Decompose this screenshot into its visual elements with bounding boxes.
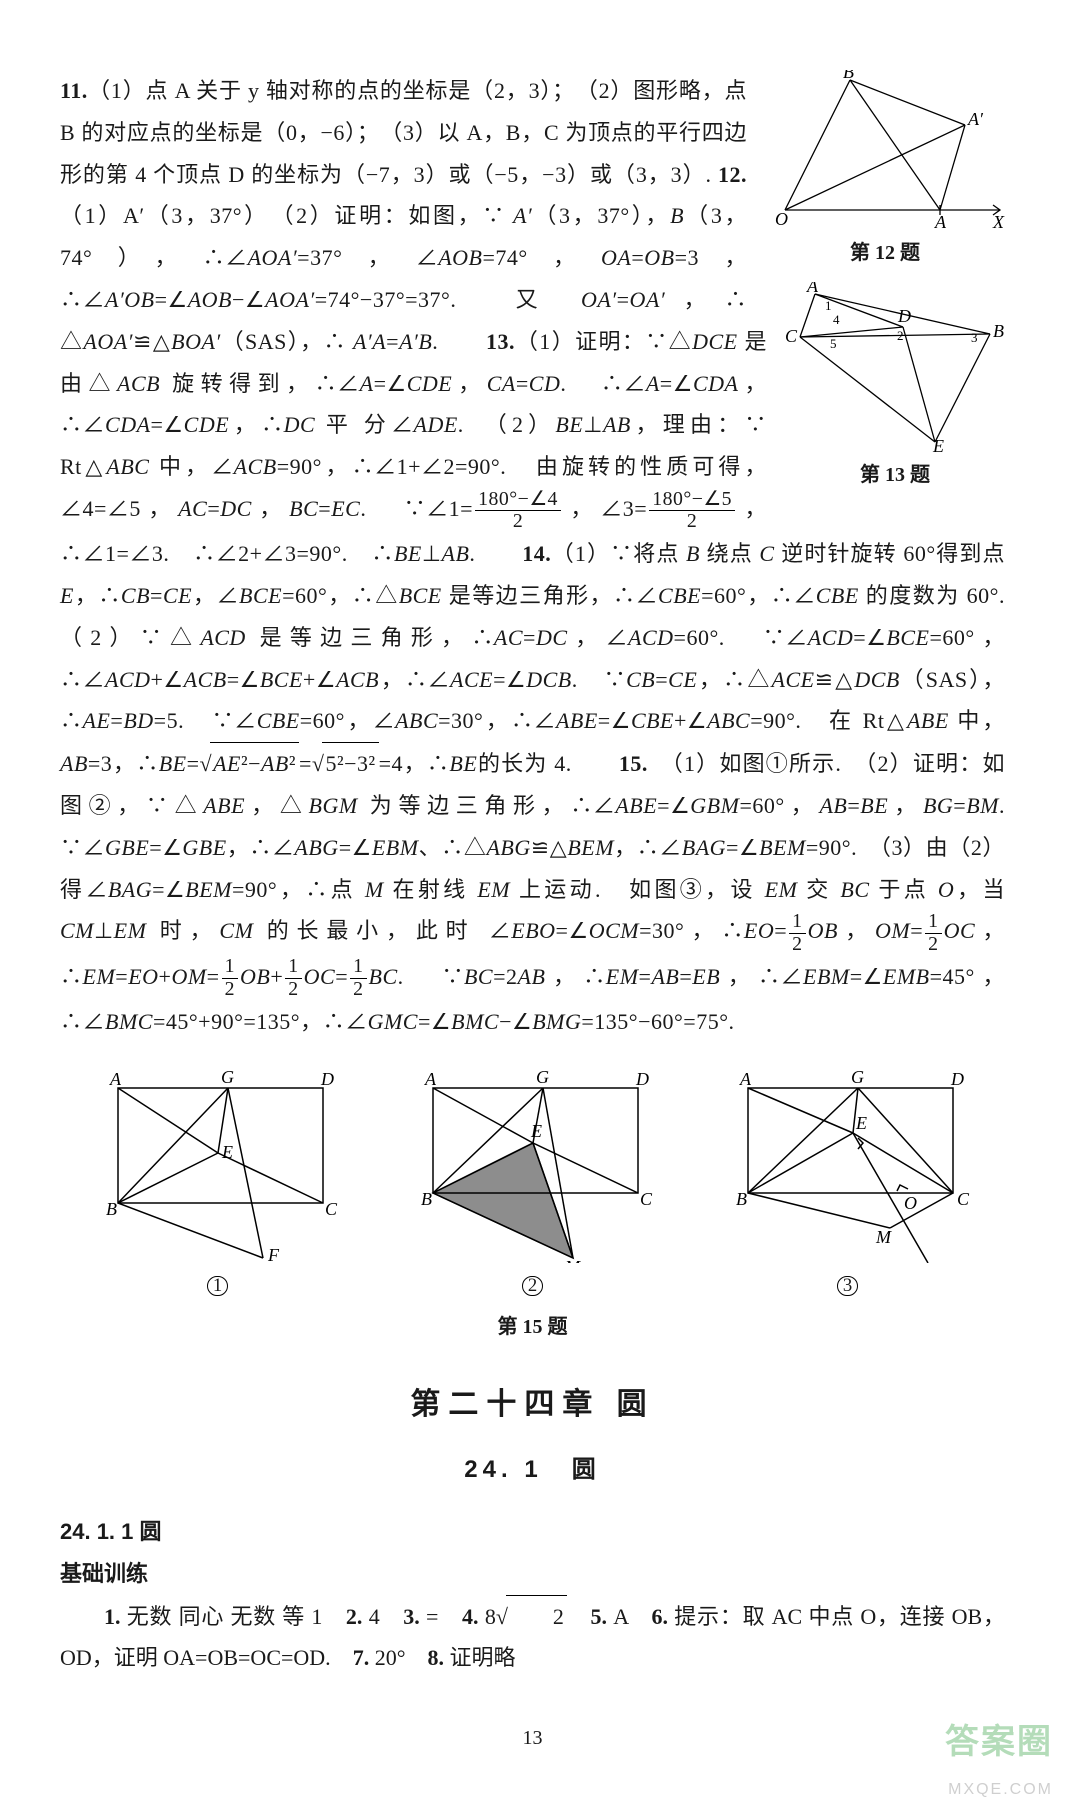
- figure-12: O A A′ B X 第 12 题: [765, 70, 1005, 272]
- a7: 20°: [375, 1645, 406, 1670]
- svg-text:D: D: [897, 306, 911, 326]
- a4: 8√2: [485, 1604, 567, 1629]
- svg-text:1: 1: [825, 298, 832, 313]
- subsection: 24. 1. 1 圆: [60, 1511, 1005, 1553]
- section-num: 24. 1: [464, 1456, 542, 1483]
- basic-answers: 1. 无数 同心 无数 等 1 2. 4 3. = 4. 8√2 5. A 6.…: [60, 1595, 1005, 1680]
- a2n: 2.: [346, 1604, 363, 1629]
- p11-1: （1）点 A 关于 y 轴对称的点的坐标是（2，3）；: [88, 78, 564, 103]
- svg-text:O: O: [904, 1193, 917, 1213]
- figure-12-svg: O A A′ B X: [765, 70, 1005, 230]
- a1n: 1.: [104, 1604, 121, 1629]
- fig15-sub1: 1: [88, 1263, 348, 1305]
- section-name: 圆: [572, 1456, 601, 1483]
- section-title: 24. 1 圆: [60, 1447, 1005, 1493]
- figure-13: A C D B E 1 4 2 5 3 第 13 题: [785, 282, 1005, 494]
- figure-15-3: A D B C G E MO 3: [718, 1063, 978, 1305]
- svg-text:A: A: [739, 1069, 752, 1089]
- svg-text:2: 2: [897, 328, 904, 343]
- page-number: 13: [60, 1719, 1005, 1757]
- svg-text:B: B: [843, 70, 854, 82]
- svg-text:C: C: [325, 1199, 338, 1219]
- p11-num: 11.: [60, 78, 88, 103]
- svg-text:C: C: [785, 326, 798, 346]
- figure-13-caption: 第 13 题: [785, 456, 1005, 494]
- a8: 证明略: [450, 1645, 516, 1670]
- svg-text:3: 3: [971, 330, 978, 345]
- svg-text:A: A: [806, 282, 819, 296]
- p15-3: （3）由（2）得∠BAG=∠BEM=90°，∴点 M 在射线 EM 上运动. 如…: [60, 835, 1005, 1034]
- svg-text:A: A: [109, 1069, 122, 1089]
- figure-12-caption: 第 12 题: [765, 234, 1005, 272]
- figure-13-svg: A C D B E 1 4 2 5 3: [785, 282, 1005, 452]
- p15-num: 15.: [619, 751, 648, 776]
- svg-text:B: B: [421, 1189, 432, 1209]
- a3: =: [426, 1604, 438, 1629]
- svg-text:4: 4: [833, 312, 840, 327]
- svg-text:5: 5: [830, 336, 837, 351]
- figure-15-2: A D B C G E M 2: [403, 1063, 663, 1305]
- svg-text:E: E: [855, 1113, 867, 1133]
- p12-1: （1）A′（3，37°）: [60, 203, 258, 228]
- svg-text:F: F: [267, 1245, 280, 1263]
- svg-text:E: E: [530, 1121, 542, 1141]
- svg-text:C: C: [640, 1189, 653, 1209]
- svg-text:B: B: [736, 1189, 747, 1209]
- block-title: 基础训练: [60, 1553, 1005, 1595]
- svg-text:G: G: [536, 1067, 549, 1087]
- a5: A: [613, 1604, 628, 1629]
- a7n: 7.: [353, 1645, 370, 1670]
- a4n: 4.: [462, 1604, 479, 1629]
- svg-text:B: B: [106, 1199, 117, 1219]
- fig15-sub2: 2: [403, 1263, 663, 1305]
- a5n: 5.: [590, 1604, 607, 1629]
- svg-text:E: E: [221, 1142, 233, 1162]
- svg-text:M: M: [875, 1227, 892, 1247]
- figure-15-row: A D B C G E F 1 A D B C: [60, 1063, 1005, 1305]
- watermark-line2: MXQE.COM: [945, 1775, 1053, 1805]
- watermark: 答案圈 MXQE.COM: [945, 1710, 1053, 1805]
- svg-text:M: M: [564, 1257, 581, 1263]
- a2: 4: [369, 1604, 380, 1629]
- svg-text:D: D: [635, 1069, 649, 1089]
- svg-text:C: C: [957, 1189, 970, 1209]
- chapter-title: 第二十四章 圆: [60, 1376, 1005, 1433]
- svg-text:A: A: [424, 1069, 437, 1089]
- svg-text:O: O: [775, 209, 788, 229]
- svg-text:A′: A′: [967, 109, 984, 129]
- svg-text:G: G: [851, 1067, 864, 1087]
- p15-1: （1）如图①所示.: [672, 751, 842, 776]
- svg-text:A: A: [934, 212, 947, 230]
- a8n: 8.: [428, 1645, 445, 1670]
- p13-num: 13.: [486, 329, 515, 354]
- figure-15-1: A D B C G E F 1: [88, 1063, 348, 1305]
- svg-text:B: B: [993, 321, 1004, 341]
- svg-text:D: D: [320, 1069, 334, 1089]
- a3n: 3.: [403, 1604, 420, 1629]
- svg-text:E: E: [932, 436, 944, 452]
- fig15-sub3: 3: [718, 1263, 978, 1305]
- a1: 无数 同心 无数 等 1: [127, 1604, 323, 1629]
- svg-text:D: D: [950, 1069, 964, 1089]
- a6n: 6.: [651, 1604, 668, 1629]
- p14-num: 14.: [522, 541, 551, 566]
- p14-2: （2）∵△ACD 是等边三角形，∴AC=DC，∠ACD=60°. ∵∠ACD=∠…: [60, 625, 1005, 776]
- watermark-line1: 答案圈: [945, 1710, 1053, 1775]
- p12-num: 12.: [718, 162, 747, 187]
- figure-15-caption: 第 15 题: [60, 1308, 1005, 1346]
- svg-text:G: G: [221, 1067, 234, 1087]
- svg-text:X: X: [992, 212, 1005, 230]
